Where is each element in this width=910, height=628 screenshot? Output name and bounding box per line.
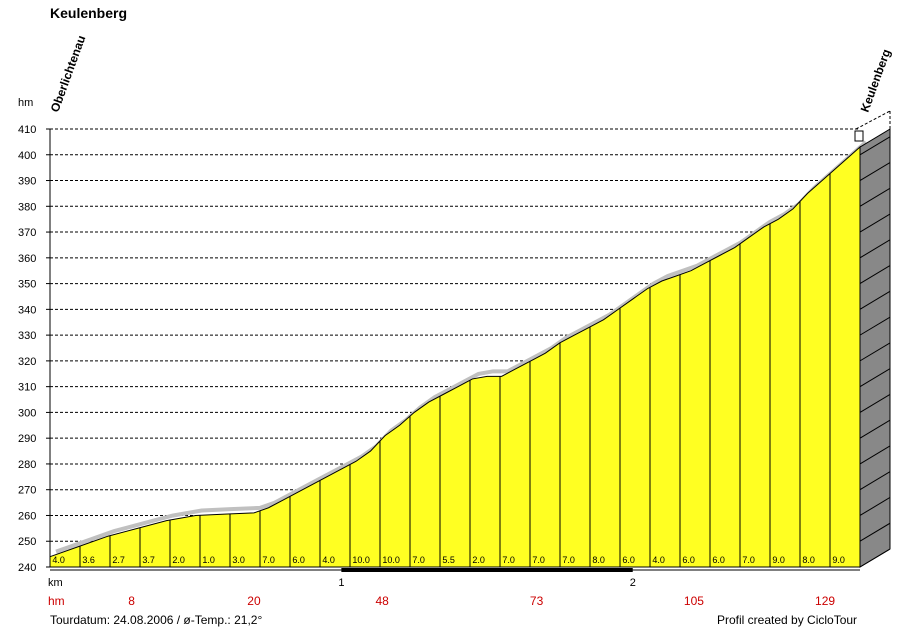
gradient-label: 8.0 <box>592 555 605 565</box>
gradient-label: 6.0 <box>682 555 695 565</box>
gradient-label: 3.0 <box>232 555 245 565</box>
y-tick-label: 310 <box>18 382 36 394</box>
side-wall-line <box>859 342 891 362</box>
climb-row-label: hm <box>48 594 65 608</box>
y-tick-label: 270 <box>18 485 36 497</box>
credit-text: Profil created by CicloTour <box>717 613 858 627</box>
side-wall-line <box>859 471 891 491</box>
side-wall-line <box>859 136 891 156</box>
side-wall-line <box>859 419 891 439</box>
gradient-label: 3.7 <box>142 555 155 565</box>
finish-flag-icon <box>854 130 864 142</box>
y-tick-label: 330 <box>18 330 36 342</box>
gradient-label: 9.0 <box>772 555 785 565</box>
top-depth-line <box>855 110 891 130</box>
side-wall-line <box>859 316 891 336</box>
y-axis-label: hm <box>18 97 33 109</box>
climb-marker-label: 129 <box>815 594 835 608</box>
y-tick-label: 360 <box>18 253 36 265</box>
gradient-label: 2.7 <box>112 555 125 565</box>
side-wall-line <box>859 265 891 285</box>
side-wall-line <box>859 393 891 413</box>
y-tick-label: 290 <box>18 433 36 445</box>
y-tick-label: 340 <box>18 304 36 316</box>
side-wall-line <box>859 445 891 465</box>
y-tick-label: 350 <box>18 279 36 291</box>
side-wall-line <box>859 162 891 181</box>
side-wall <box>859 128 891 568</box>
gradient-label: 7.0 <box>532 555 545 565</box>
gradient-label: 7.0 <box>562 555 575 565</box>
y-tick-label: 410 <box>18 124 36 136</box>
y-tick-label: 380 <box>18 201 36 213</box>
start-location-label: Oberlichtenau <box>48 33 89 114</box>
gradient-label: 1.0 <box>202 555 215 565</box>
gradient-label: 2.0 <box>472 555 485 565</box>
gradient-label: 7.0 <box>742 555 755 565</box>
side-wall-line <box>859 368 891 388</box>
x-tick-label: 2 <box>630 577 636 589</box>
side-wall-line <box>859 497 891 516</box>
side-wall-line <box>859 290 891 310</box>
profile-shadow <box>55 140 868 554</box>
climb-marker-label: 48 <box>375 594 389 608</box>
climb-marker-label: 105 <box>684 594 704 608</box>
chart-title: Keulenberg <box>50 5 128 21</box>
y-tick-label: 320 <box>18 356 36 368</box>
x-axis-depth <box>859 548 891 568</box>
gradient-label: 8.0 <box>802 555 815 565</box>
gradient-label: 2.0 <box>172 555 185 565</box>
distance-scale-bar <box>341 568 633 572</box>
gradient-label: 6.0 <box>712 555 725 565</box>
y-tick-label: 370 <box>18 227 36 239</box>
tour-date-text: Tourdatum: 24.08.2006 / ø-Temp.: 21,2° <box>50 613 263 627</box>
y-tick-label: 400 <box>18 150 36 162</box>
end-location-label: Keulenberg <box>858 47 894 114</box>
side-wall-line <box>859 187 891 207</box>
gradient-label: 3.6 <box>82 555 95 565</box>
climb-marker-label: 8 <box>128 594 135 608</box>
gradient-label: 7.0 <box>502 555 515 565</box>
gradient-label: 4.0 <box>652 555 665 565</box>
side-wall-line <box>859 239 891 259</box>
gradient-label: 10.0 <box>352 555 370 565</box>
side-wall-line <box>859 213 891 233</box>
gradient-label: 4.0 <box>322 555 335 565</box>
side-wall-line <box>859 522 891 542</box>
y-tick-label: 300 <box>18 407 36 419</box>
x-tick-label: 1 <box>338 577 344 589</box>
y-tick-label: 280 <box>18 459 36 471</box>
y-tick-label: 240 <box>18 562 36 574</box>
gradient-label: 4.0 <box>52 555 65 565</box>
y-tick-label: 250 <box>18 536 36 548</box>
gradient-label: 5.5 <box>442 555 455 565</box>
y-tick-label: 260 <box>18 510 36 522</box>
gradient-label: 10.0 <box>382 555 400 565</box>
gradient-label: 7.0 <box>412 555 425 565</box>
gradient-label: 6.0 <box>292 555 305 565</box>
gradient-label: 7.0 <box>262 555 275 565</box>
gradient-label: 6.0 <box>622 555 635 565</box>
gradient-label: 9.0 <box>832 555 845 565</box>
climb-marker-label: 73 <box>530 594 544 608</box>
y-tick-label: 390 <box>18 176 36 188</box>
x-axis-label: km <box>48 577 63 589</box>
profile-area <box>49 145 861 568</box>
climb-marker-label: 20 <box>247 594 261 608</box>
